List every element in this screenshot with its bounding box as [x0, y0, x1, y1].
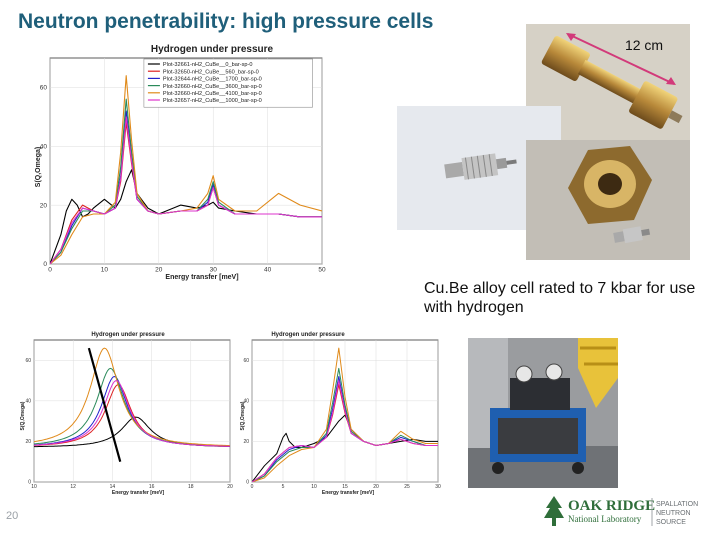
x-tick-label: 50 — [318, 267, 326, 274]
ornl-logo-art: OAK RIDGE National Laboratory SPALLATION… — [544, 496, 698, 526]
cap-photo — [526, 140, 690, 260]
y-tick-label: 40 — [40, 143, 48, 150]
legend-entry: Plot-32660-nH2_CuBe__4100_bar-sp-0 — [163, 91, 262, 97]
main-chart-title: Hydrogen under pressure — [151, 44, 274, 55]
x-tick-label: 0 — [251, 484, 254, 490]
logo-division-line2: NEUTRON — [656, 510, 691, 517]
series-line-4 — [252, 347, 438, 482]
x-tick-label: 16 — [149, 484, 155, 490]
y-tick-label: 20 — [25, 439, 31, 445]
legend-entry: Plot-32644-nH2_CuBe__1700_bar-sp-0 — [163, 77, 262, 83]
x-tick-label: 10 — [311, 484, 317, 490]
x-tick-label: 25 — [404, 484, 410, 490]
legend-entry: Plot-32661-nH2_CuBe__0_bar-sp-0 — [163, 62, 253, 68]
x-tick-label: 20 — [373, 484, 379, 490]
zoom-chart-right-svg: Hydrogen under pressure Energy transfer … — [240, 332, 441, 496]
dimension-label: 12 cm — [625, 37, 663, 53]
series-line-2 — [252, 376, 438, 482]
zoom-right-xlabel: Energy transfer [meV] — [322, 490, 375, 496]
zoom-left-ylabel: S(Q,Omega) — [20, 401, 26, 430]
logo-division-line3: SOURCE — [656, 519, 686, 526]
logo-name-line2: National Laboratory — [568, 514, 642, 524]
x-tick-label: 15 — [342, 484, 348, 490]
zoom-right-title: Hydrogen under pressure — [271, 332, 345, 338]
legend-entry: Plot-32657-nH2_CuBe__1000_bar-sp-0 — [163, 98, 262, 104]
tree-icon — [544, 496, 564, 526]
y-tick-label: 0 — [28, 480, 31, 486]
main-chart-svg: Hydrogen under pressure Energy transfer … — [35, 44, 326, 281]
shift-arrow-line — [87, 347, 122, 463]
x-tick-label: 20 — [155, 267, 163, 274]
y-tick-label: 40 — [243, 399, 249, 405]
y-tick-label: 20 — [243, 439, 249, 445]
page-number: 20 — [6, 510, 19, 522]
y-tick-label: 0 — [246, 480, 249, 486]
logo-name-line1: OAK RIDGE — [568, 498, 655, 514]
y-tick-label: 40 — [25, 399, 31, 405]
x-tick-label: 30 — [435, 484, 441, 490]
main-chart-ylabel: S(Q,Omega) — [35, 147, 42, 187]
x-tick-label: 14 — [110, 484, 116, 490]
legend-entry: Plot-32650-nH2_CuBe__560_bar-sp-0 — [163, 69, 259, 75]
main-chart: Hydrogen under pressure Energy transfer … — [32, 42, 332, 282]
cell-caption: Cu.Be alloy cell rated to 7 kbar for use… — [424, 280, 696, 316]
x-tick-label: 40 — [264, 267, 272, 274]
zoom-left-xlabel: Energy transfer [meV] — [112, 490, 165, 496]
x-tick-label: 12 — [70, 484, 76, 490]
legend-entry: Plot-32660-nH2_CuBe__3600_bar-sp-0 — [163, 84, 262, 90]
logo-division-line1: SPALLATION — [656, 501, 698, 508]
y-tick-label: 20 — [40, 202, 48, 209]
main-chart-xlabel: Energy transfer [meV] — [165, 274, 238, 281]
series-line-5 — [252, 380, 438, 482]
series-line-5 — [50, 116, 322, 264]
zoom-chart-left: Hydrogen under pressure Energy transfer … — [18, 328, 234, 496]
zoom-right-ylabel: S(Q,Omega) — [240, 401, 246, 430]
y-tick-label: 60 — [243, 358, 249, 364]
series-line-4 — [34, 347, 230, 447]
x-tick-label: 0 — [48, 267, 52, 274]
x-tick-label: 20 — [227, 484, 233, 490]
x-tick-label: 30 — [210, 267, 218, 274]
x-tick-label: 5 — [282, 484, 285, 490]
series-line-5 — [34, 380, 230, 447]
legend-box — [143, 58, 313, 108]
cart-photo-art — [468, 338, 618, 488]
y-tick-label: 60 — [40, 85, 48, 92]
zoom-chart-right: Hydrogen under pressure Energy transfer … — [238, 328, 442, 496]
x-tick-label: 10 — [31, 484, 37, 490]
cart-photo — [468, 338, 618, 488]
series-line-3 — [252, 367, 438, 482]
y-tick-label: 0 — [43, 261, 47, 268]
ornl-logo: OAK RIDGE National Laboratory SPALLATION… — [542, 494, 718, 530]
series-line-0 — [252, 414, 438, 482]
x-tick-label: 18 — [188, 484, 194, 490]
x-tick-label: 10 — [101, 267, 109, 274]
cap-photo-art — [526, 140, 690, 260]
zoom-chart-left-svg: Hydrogen under pressure Energy transfer … — [20, 332, 233, 496]
zoom-left-title: Hydrogen under pressure — [91, 332, 165, 338]
slide-title: Neutron penetrability: high pressure cel… — [18, 10, 434, 33]
y-tick-label: 60 — [25, 358, 31, 364]
